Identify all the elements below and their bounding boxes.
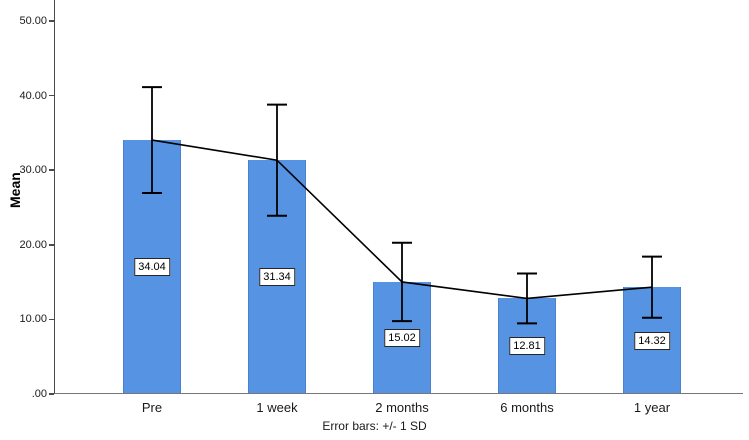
error-bar-footnote: Error bars: +/- 1 SD: [322, 419, 427, 433]
y-tick-label: 20.00: [19, 238, 47, 251]
value-label: 31.34: [259, 268, 295, 287]
value-label: 15.02: [384, 328, 420, 347]
y-tick-mark: [49, 318, 54, 321]
y-axis-title: Mean: [7, 172, 23, 208]
x-tick-label-2 months: 2 months: [375, 400, 429, 415]
x-tick-label-1 week: 1 week: [256, 400, 298, 415]
y-tick-mark: [49, 244, 54, 246]
y-tick-mark: [49, 20, 54, 22]
x-tick-label-1 year: 1 year: [633, 400, 671, 415]
y-tick-label: 50.00: [19, 15, 47, 27]
y-tick-label: 10.00: [19, 313, 47, 326]
x-tick-label-Pre: Pre: [141, 400, 163, 415]
y-tick-label: 40.00: [19, 89, 47, 102]
value-label: 34.04: [134, 258, 170, 277]
y-tick-label: .00: [31, 388, 47, 400]
x-tick-label-6 months: 6 months: [500, 400, 554, 415]
value-label: 14.32: [634, 331, 670, 350]
plot-area: [54, 0, 743, 394]
y-tick-mark: [49, 393, 54, 395]
y-tick-mark: [49, 94, 54, 97]
value-label: 12.81: [509, 337, 545, 356]
y-tick-label: 30.00: [19, 164, 47, 177]
y-tick-mark: [49, 169, 54, 171]
